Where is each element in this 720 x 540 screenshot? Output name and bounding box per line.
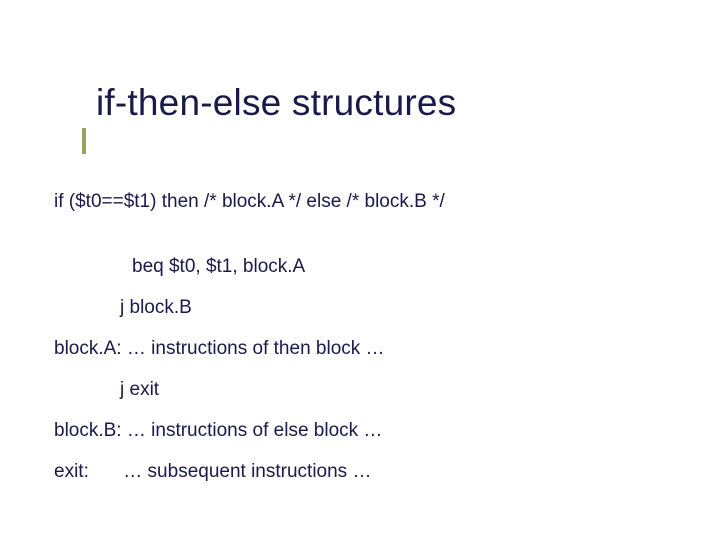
label-blocka: block.A: xyxy=(54,338,122,359)
code-j-blockb: j block.B xyxy=(54,298,674,317)
code-j-exit: j exit xyxy=(54,380,674,399)
title-block: if-then-else structures xyxy=(82,82,456,124)
slide-title: if-then-else structures xyxy=(96,82,456,124)
code-blocka: block.A: … instructions of then block … xyxy=(54,339,674,358)
code-blockb: block.B: … instructions of else block … xyxy=(54,421,674,440)
text-blocka: … instructions of then block … xyxy=(127,338,385,359)
slide: if-then-else structures if ($t0==$t1) th… xyxy=(0,0,720,540)
label-blockb: block.B: xyxy=(54,420,122,441)
slide-body: if ($t0==$t1) then /* block.A */ else /*… xyxy=(54,192,674,481)
code-conditional: if ($t0==$t1) then /* block.A */ else /*… xyxy=(54,192,674,211)
code-exit: exit: … subsequent instructions … xyxy=(54,462,674,481)
title-accent-bar xyxy=(82,128,86,154)
code-beq: beq $t0, $t1, block.A xyxy=(54,257,674,276)
text-blockb: … instructions of else block … xyxy=(127,420,383,441)
text-exit: … subsequent instructions … xyxy=(123,461,371,482)
label-exit: exit: xyxy=(54,462,118,481)
